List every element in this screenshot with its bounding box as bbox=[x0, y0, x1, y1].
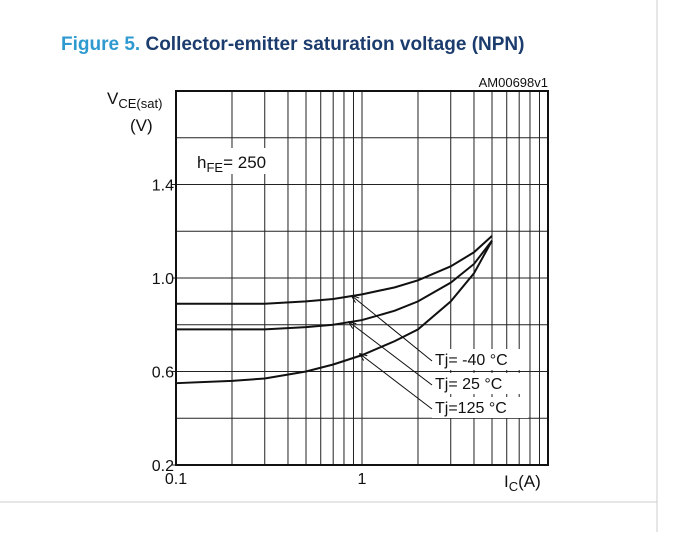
y-tick-label: 1.0 bbox=[152, 271, 174, 288]
annotation: hFE= 250 bbox=[197, 153, 266, 175]
x-label-sub: C bbox=[509, 479, 518, 494]
x-tick-label: 1 bbox=[358, 471, 367, 488]
x-axis-label: IC(A) bbox=[504, 472, 541, 494]
legend-arrow bbox=[349, 322, 433, 386]
figure-number: Figure 5. bbox=[61, 34, 140, 55]
y-axis-label: VCE(sat) bbox=[107, 89, 162, 111]
legend-bg bbox=[432, 397, 528, 418]
y-tick-label: 0.6 bbox=[152, 365, 174, 382]
annotation-text: = 250 bbox=[223, 153, 266, 172]
legend-label: Tj= -40 °C bbox=[435, 352, 508, 369]
annotation-symbol: h bbox=[197, 153, 206, 172]
x-label-symbol: I bbox=[504, 472, 509, 491]
figure-code: AM00698v1 bbox=[479, 75, 548, 90]
legend-arrow bbox=[352, 296, 433, 362]
legend-label: Tj=125 °C bbox=[435, 400, 507, 417]
x-tick-label: 0.1 bbox=[165, 471, 187, 488]
y-label-sub: CE(sat) bbox=[118, 96, 162, 111]
annotation-sub: FE bbox=[206, 160, 223, 175]
legend-label: Tj= 25 °C bbox=[435, 376, 502, 393]
legend-arrow bbox=[360, 354, 433, 410]
series-line bbox=[175, 240, 493, 385]
plot-frame bbox=[175, 90, 549, 466]
y-label-unit: (V) bbox=[130, 116, 153, 135]
y-tick-label: 1.4 bbox=[152, 178, 174, 195]
chart-title: Figure 5. Collector-emitter saturation v… bbox=[61, 34, 524, 55]
annotation-bg bbox=[196, 148, 280, 174]
series-line bbox=[176, 239, 493, 331]
y-tick-label: 0.2 bbox=[152, 458, 174, 475]
legend-bg bbox=[432, 349, 528, 370]
x-label-unit: (A) bbox=[518, 472, 541, 491]
series-line bbox=[176, 235, 493, 305]
title-text: Collector-emitter saturation voltage (NP… bbox=[145, 34, 524, 55]
y-label-symbol: V bbox=[107, 89, 119, 108]
legend-bg bbox=[432, 373, 528, 394]
